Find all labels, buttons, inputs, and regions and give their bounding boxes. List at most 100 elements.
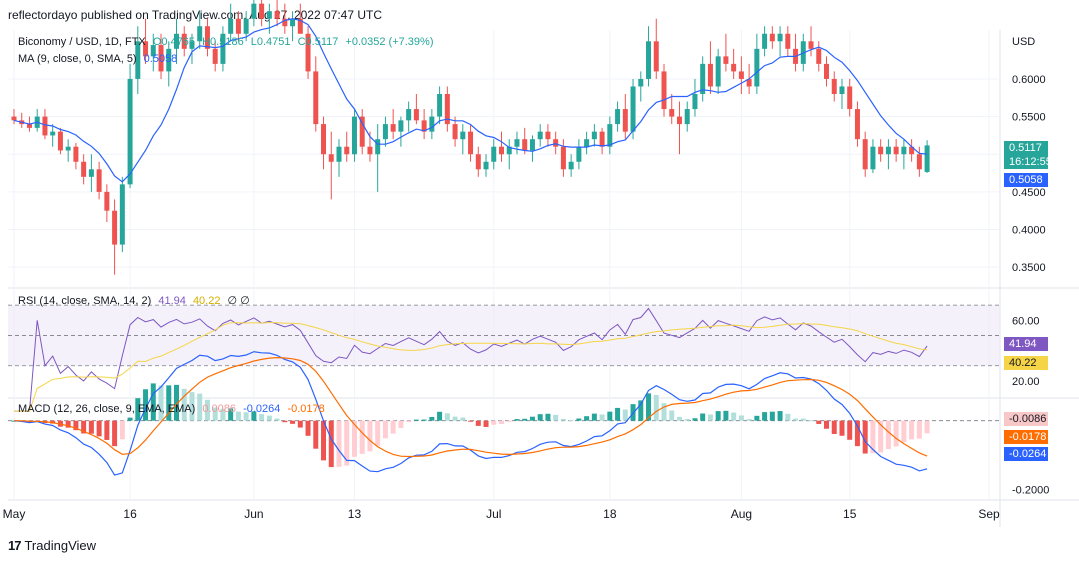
macd-histogram-bar — [560, 418, 566, 421]
macd-signal-line — [13, 356, 928, 458]
candle-body — [731, 63, 737, 72]
candle-body — [413, 109, 419, 121]
candle-body — [26, 124, 32, 128]
candle-body — [243, 18, 249, 34]
macd-histogram-bar — [847, 420, 853, 440]
candle-body — [197, 26, 203, 42]
macd-hist-value: 0.0086 — [202, 403, 236, 415]
macd-histogram-bar — [181, 388, 187, 421]
candle-body — [212, 48, 218, 64]
macd-histogram-bar — [204, 399, 210, 421]
candle-body — [653, 41, 659, 72]
candle-body — [437, 94, 443, 117]
macd-histogram-bar — [421, 419, 427, 421]
rsi-label[interactable]: RSI (14, close, SMA, 14, 2) — [18, 295, 152, 307]
macd-histogram-bar — [591, 413, 597, 421]
macd-histogram-bar — [220, 408, 226, 421]
macd-histogram-bar — [344, 420, 350, 466]
candle-body — [204, 26, 210, 49]
macd-histogram-bar — [290, 420, 296, 424]
macd-histogram-bar — [529, 416, 535, 421]
candle-body — [290, 18, 296, 27]
macd-histogram-bar — [297, 420, 303, 428]
candle-body — [537, 131, 543, 140]
symbol-label[interactable]: Biconomy / USD, 1D, FTX — [18, 36, 146, 48]
candle-body — [259, 3, 265, 19]
macd-histogram-bar — [429, 416, 435, 421]
candle-body — [638, 78, 644, 87]
candle-body — [560, 146, 566, 170]
tradingview-logo[interactable]: 17 TradingView — [8, 538, 96, 553]
macd-histogram-bar — [584, 416, 590, 421]
candle-body — [893, 146, 899, 155]
macd-histogram-bar — [274, 418, 280, 421]
candle-body — [158, 45, 164, 72]
candle-body — [646, 41, 652, 79]
candle-body — [65, 146, 71, 151]
candle-body — [150, 45, 156, 57]
macd-histogram-bar — [119, 420, 125, 440]
time-tick-label: 13 — [348, 507, 362, 521]
macd-signal-value: -0.0178 — [287, 403, 325, 415]
candle-body — [81, 161, 87, 177]
macd-histogram-bar — [808, 420, 814, 422]
candle-body — [878, 146, 884, 155]
candle-body — [50, 131, 56, 136]
candle-body — [305, 33, 311, 72]
macd-histogram-bar — [816, 420, 822, 424]
macd-histogram-bar — [367, 420, 373, 452]
candle-body — [127, 78, 133, 185]
macd-histogram-bar — [545, 413, 551, 421]
macd-histogram-bar — [73, 420, 79, 431]
candle-body — [785, 33, 791, 49]
macd-histogram-bar — [158, 385, 164, 421]
macd-histogram-bar — [537, 414, 543, 421]
rsi-tick-label: 20.00 — [1012, 376, 1040, 388]
time-tick-label: May — [3, 507, 26, 521]
macd-histogram-bar — [499, 420, 504, 424]
macd-histogram-bar — [599, 414, 605, 421]
macd-histogram-bar — [483, 420, 489, 427]
macd-histogram-bar — [669, 410, 675, 421]
published-header: reflectordayo published on TradingView.c… — [8, 8, 383, 22]
candle-body — [669, 109, 675, 117]
candle-body — [444, 94, 450, 125]
candle-body — [475, 154, 481, 170]
macd-histogram-bar — [460, 417, 466, 421]
macd-histogram-bar — [568, 420, 574, 422]
candle-body — [723, 56, 729, 64]
macd-histogram-bar — [491, 420, 497, 425]
macd-histogram-bar — [266, 415, 272, 421]
macd-histogram-bar — [824, 420, 829, 429]
macd-histogram-bar — [607, 411, 613, 421]
candle-body — [57, 131, 63, 151]
candle-body — [313, 71, 319, 125]
candle-body — [499, 146, 504, 155]
ma-badge: 0.5058 — [1004, 173, 1048, 187]
macd-histogram-bar — [862, 420, 868, 454]
ma-label[interactable]: MA (9, close, 0, SMA, 5) — [18, 53, 137, 65]
macd-tick-label: -0.2000 — [1012, 485, 1049, 497]
candle-body — [328, 154, 334, 162]
macd-label[interactable]: MACD (12, 26, close, 9, EMA, EMA) — [18, 403, 196, 415]
macd-histogram-bar — [228, 408, 234, 421]
candle-body — [506, 146, 512, 155]
macd-histogram-bar — [351, 420, 357, 457]
tradingview-logo-icon: 17 — [8, 538, 22, 553]
macd-histogram-bar — [112, 420, 118, 447]
candle-body — [251, 3, 257, 19]
macd-histogram-bar — [800, 418, 806, 421]
ma-legend: MA (9, close, 0, SMA, 5) 0.5058 — [18, 53, 181, 65]
macd-legend: MACD (12, 26, close, 9, EMA, EMA) 0.0086… — [18, 403, 329, 415]
macd-histogram-bar — [692, 418, 698, 421]
macd-histogram-bar — [831, 420, 837, 434]
candle-body — [460, 131, 466, 140]
candle-body — [274, 11, 280, 19]
rsi-value: 41.94 — [158, 295, 186, 307]
candle-body — [468, 131, 474, 155]
rsi-line — [14, 307, 928, 412]
macd-histogram-bar — [885, 420, 891, 450]
macd-histogram-bar — [475, 420, 481, 426]
macd-histogram-bar — [785, 413, 791, 421]
